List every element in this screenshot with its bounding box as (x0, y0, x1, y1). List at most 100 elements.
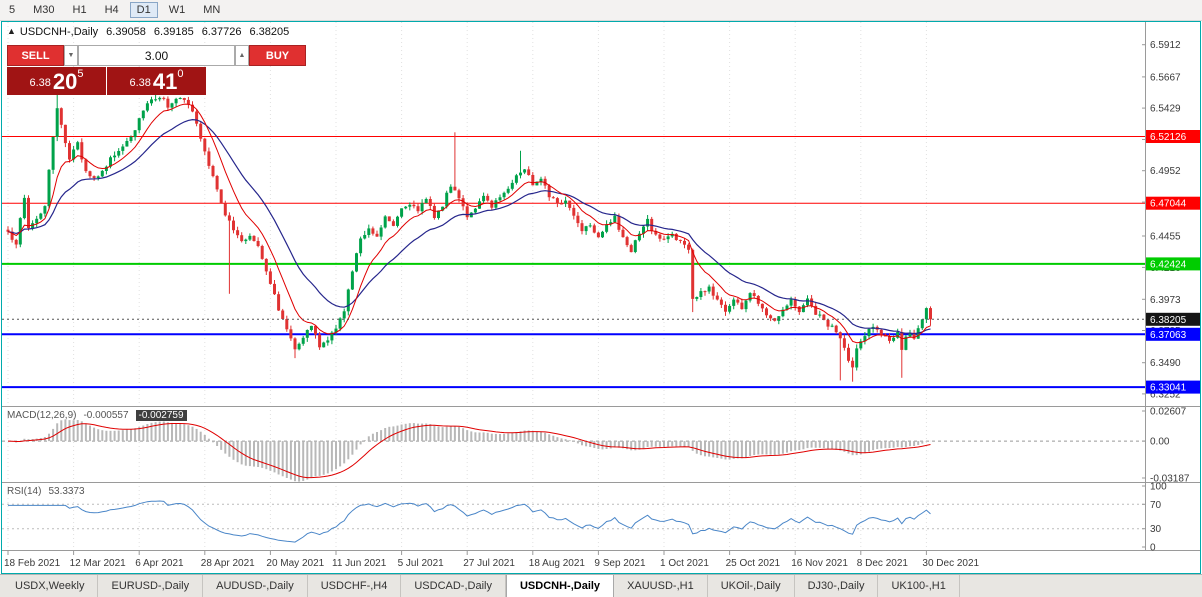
macd-histogram (11, 419, 932, 482)
timeframe-w1[interactable]: W1 (168, 4, 186, 16)
macd-axis-label: 0.02607 (1150, 407, 1187, 418)
sell-price-pips: 20 (52, 69, 78, 94)
ohlc-high: 6.39185 (153, 26, 194, 38)
price-axis-label: 6.4455 (1150, 232, 1181, 243)
time-axis-label: 27 Jul 2021 (463, 558, 515, 569)
macd-axis-label: 0.00 (1150, 437, 1170, 448)
rsi-value: 53.3373 (48, 486, 85, 497)
macd-indicator-label: MACD(12,26,9) -0.000557 -0.002759 (7, 410, 187, 421)
macd-value-main: -0.000557 (83, 410, 129, 421)
time-axis-label: 30 Dec 2021 (922, 558, 979, 569)
grid (7, 22, 927, 551)
tab-ukoil-daily[interactable]: UKOil-,Daily (707, 575, 795, 597)
rsi-axis-label: 30 (1150, 524, 1162, 535)
price-axis-label: 6.3490 (1150, 358, 1181, 369)
tab-usdcad-daily[interactable]: USDCAD-,Daily (401, 575, 506, 597)
tab-audusd-daily[interactable]: AUDUSD-,Daily (203, 575, 308, 597)
tab-eurusd-daily[interactable]: EURUSD-,Daily (98, 575, 204, 597)
tab-xauusd-h1[interactable]: XAUUSD-,H1 (614, 575, 708, 597)
timeframe-5[interactable]: 5 (9, 4, 16, 16)
sell-price-point: 5 (77, 68, 84, 80)
volume-decrease-button[interactable]: ▼ (64, 45, 78, 66)
rsi-axis-label: 70 (1150, 500, 1162, 511)
price-axis-label: 6.5912 (1150, 40, 1181, 51)
tab-usdcnh-daily[interactable]: USDCNH-,Daily (505, 575, 615, 597)
time-axis-label: 11 Jun 2021 (332, 558, 387, 569)
ohlc-close: 6.38205 (249, 26, 290, 38)
rsi-axis-label: 0 (1150, 543, 1156, 554)
ma-slow-line (7, 118, 931, 335)
level-price-tag: 6.47044 (1146, 196, 1200, 210)
sell-price-display: 6.38 20 5 (7, 67, 106, 95)
timeframe-toolbar: 5 M30 H1 H4 D1 W1 MN (0, 0, 1202, 21)
buy-price-display: 6.38 41 0 (107, 67, 206, 95)
svg-text:6.47044: 6.47044 (1150, 199, 1187, 210)
chart-window-icon: ▲ (7, 26, 16, 36)
svg-text:6.37063: 6.37063 (1150, 330, 1187, 341)
tab-usdx-weekly[interactable]: USDX,Weekly (2, 575, 99, 597)
price-axis-label: 6.4952 (1150, 166, 1181, 177)
price-axis-label: 6.5667 (1150, 72, 1181, 83)
sell-button[interactable]: SELL (7, 45, 64, 66)
macd-axis-label: -0.03187 (1150, 474, 1190, 485)
time-axis-label: 18 Aug 2021 (529, 558, 586, 569)
time-axis-label: 18 Feb 2021 (4, 558, 61, 569)
svg-text:6.42424: 6.42424 (1150, 259, 1187, 270)
chart-window: 6.59126.56676.54296.51906.49526.47136.44… (1, 21, 1201, 574)
timeframe-m30[interactable]: M30 (33, 4, 55, 16)
time-axis-label: 25 Oct 2021 (726, 558, 781, 569)
timeframe-d1[interactable]: D1 (129, 2, 158, 18)
svg-text:6.52126: 6.52126 (1150, 132, 1187, 143)
symbol-label: USDCNH-,Daily (19, 26, 99, 38)
rsi-axis-label: 100 (1150, 482, 1167, 493)
buy-price-base: 6.38 (129, 77, 151, 89)
timeframe-mn[interactable]: MN (203, 4, 221, 16)
svg-text:6.33041: 6.33041 (1150, 383, 1187, 394)
macd-signal-line (7, 423, 931, 479)
price-axis-label: 6.3973 (1150, 295, 1181, 306)
ohlc-header: ▲ USDCNH-,Daily 6.39058 6.39185 6.37726 … (7, 26, 289, 38)
ohlc-open: 6.39058 (106, 26, 146, 38)
chart-tab-bar: USDX,Weekly EURUSD-,Daily AUDUSD-,Daily USD… (0, 574, 1202, 597)
time-axis-label: 5 Jul 2021 (398, 558, 445, 569)
time-axis-label: 28 Apr 2021 (201, 558, 255, 569)
time-axis-label: 9 Sep 2021 (594, 558, 646, 569)
ohlc-low: 6.37726 (201, 26, 242, 38)
chart-canvas[interactable]: 6.59126.56676.54296.51906.49526.47136.44… (2, 22, 1200, 573)
buy-price-point: 0 (177, 68, 184, 80)
timeframe-h1[interactable]: H1 (72, 4, 87, 16)
one-click-trading-panel: SELL ▼ ▲ BUY 6.38 20 5 6.38 41 0 (7, 45, 306, 95)
time-axis-label: 6 Apr 2021 (135, 558, 184, 569)
time-axis-label: 16 Nov 2021 (791, 558, 848, 569)
tab-dj30-daily[interactable]: DJ30-,Daily (794, 575, 879, 597)
level-price-tag: 6.52126 (1146, 130, 1200, 143)
buy-price-pips: 41 (152, 69, 178, 94)
ma-fast-line (7, 103, 931, 344)
macd-name: MACD(12,26,9) (7, 410, 77, 421)
candlesticks (6, 85, 932, 382)
time-axis-label: 8 Dec 2021 (857, 558, 909, 569)
volume-increase-button[interactable]: ▲ (235, 45, 249, 66)
timeframe-h4[interactable]: H4 (104, 4, 119, 16)
rsi-indicator-label: RSI(14) 53.3373 (7, 486, 85, 497)
svg-text:6.38205: 6.38205 (1150, 315, 1187, 326)
rsi-name: RSI(14) (7, 486, 42, 497)
horizontal-levels[interactable] (2, 136, 1145, 389)
current-price-tag: 6.38205 (1146, 312, 1200, 326)
rsi-line (8, 500, 931, 543)
price-axis-label: 6.5429 (1150, 104, 1181, 115)
level-price-tag: 6.33041 (1146, 380, 1200, 394)
tab-uk100-h1[interactable]: UK100-,H1 (878, 575, 960, 597)
sell-price-base: 6.38 (29, 77, 51, 89)
tab-usdchf-h4[interactable]: USDCHF-,H4 (307, 575, 402, 597)
time-axis-label: 12 Mar 2021 (70, 558, 127, 569)
price-axis-label: 6.3252 (1150, 389, 1181, 400)
volume-input[interactable] (78, 45, 235, 66)
level-price-tag: 6.42424 (1146, 257, 1200, 271)
buy-button[interactable]: BUY (249, 45, 306, 66)
time-axis-label: 20 May 2021 (266, 558, 324, 569)
time-axis-label: 1 Oct 2021 (660, 558, 709, 569)
macd-value-signal: -0.002759 (135, 410, 187, 421)
level-price-tag: 6.37063 (1146, 327, 1200, 341)
